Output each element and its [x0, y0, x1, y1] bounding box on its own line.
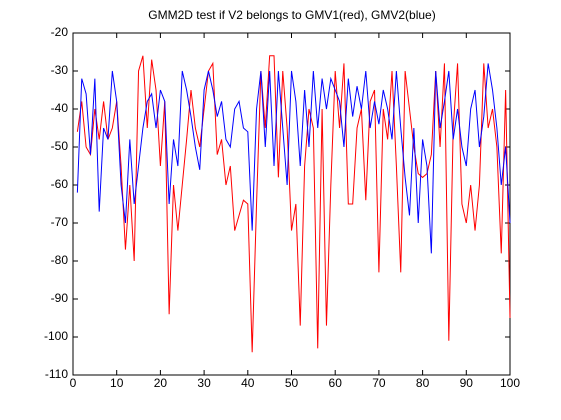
x-tick-label: 80: [416, 376, 430, 390]
x-tick-label: 30: [197, 376, 211, 390]
y-tick-label: -30: [51, 63, 69, 77]
y-tick-label: -70: [51, 215, 69, 229]
y-tick-label: -40: [51, 101, 69, 115]
x-tick-label: 20: [154, 376, 168, 390]
y-tick-label: -50: [51, 139, 69, 153]
x-tick-label: 0: [70, 376, 77, 390]
data-line: [76, 63, 511, 254]
x-tick-label: 60: [329, 376, 343, 390]
y-tick-label: -100: [44, 329, 68, 343]
data-line: [76, 55, 511, 353]
x-tick-label: 50: [285, 376, 299, 390]
x-tick-label: 70: [372, 376, 386, 390]
y-tick-label: -60: [51, 177, 69, 191]
x-tick-label: 100: [500, 376, 520, 390]
chart-title: GMM2D test if V2 belongs to GMV1(red), G…: [148, 8, 435, 22]
x-tick-label: 40: [241, 376, 255, 390]
y-tick-label: -110: [45, 367, 68, 381]
y-tick-label: -80: [51, 253, 69, 267]
x-tick-label: 90: [460, 376, 474, 390]
x-tick-label: 10: [110, 376, 124, 390]
y-tick-label: -90: [51, 291, 69, 305]
y-tick-label: -20: [51, 25, 69, 39]
